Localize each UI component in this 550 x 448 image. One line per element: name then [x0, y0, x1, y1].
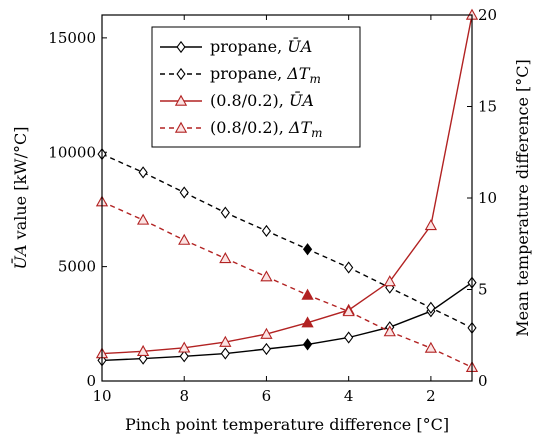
legend-marker — [174, 121, 188, 133]
data-point — [136, 344, 150, 356]
series-4 — [95, 195, 479, 372]
plot-frame — [101, 14, 473, 382]
data-point — [138, 166, 148, 179]
data-point — [344, 331, 354, 344]
data-point — [220, 206, 230, 219]
y-left-tick-label: 0 — [86, 372, 96, 390]
data-point — [302, 243, 313, 256]
data-point — [424, 341, 438, 353]
legend-marker — [176, 40, 186, 54]
y-axis-right-label: Mean temperature difference [°C] — [513, 59, 532, 337]
data-point — [383, 275, 396, 287]
y-axis-left-label-rest: value [kW/°C] — [11, 127, 30, 245]
data-point — [344, 261, 354, 274]
data-point — [220, 347, 230, 360]
legend-label-prefix: propane, — [210, 37, 287, 56]
data-point — [138, 352, 148, 365]
legend-label-symbol: ŪA — [289, 90, 314, 110]
data-point — [261, 342, 272, 356]
x-tick-label: 8 — [179, 387, 189, 405]
y-right-tick-label: 5 — [478, 281, 488, 299]
legend-entry: (0.8/0.2), ΔTm — [160, 118, 323, 140]
legend-entry: (0.8/0.2), ŪA — [160, 90, 314, 110]
y-left-tick-label: 5000 — [58, 258, 96, 276]
data-point — [342, 305, 355, 317]
y-right-tick-label: 0 — [478, 372, 488, 390]
legend-marker — [176, 67, 186, 81]
data-point — [179, 350, 189, 363]
data-point — [301, 288, 314, 300]
legend-label-prefix: (0.8/0.2), — [210, 91, 289, 110]
series-line — [101, 153, 473, 329]
legend-label: propane, ΔTm — [210, 64, 321, 86]
data-point — [261, 224, 272, 238]
legend-marker — [174, 94, 188, 106]
series-line — [101, 14, 473, 355]
legend-label-symbol: ŪA — [287, 36, 312, 56]
legend-entry: propane, ΔTm — [160, 64, 321, 86]
legend-label: (0.8/0.2), ŪA — [210, 90, 314, 110]
data-point — [178, 341, 191, 353]
series-line — [101, 282, 473, 362]
data-point — [219, 335, 232, 347]
series-1 — [97, 276, 477, 367]
legend-label-subscript: m — [311, 126, 322, 140]
legend-label-prefix: (0.8/0.2), — [210, 118, 289, 137]
series-group — [95, 8, 479, 372]
data-point — [260, 327, 273, 339]
x-tick-label: 4 — [344, 387, 354, 405]
data-point — [219, 252, 232, 264]
x-tick-label: 10 — [92, 387, 111, 405]
x-axis-label: Pinch point temperature difference [°C] — [125, 415, 449, 434]
data-point — [136, 213, 150, 225]
y-right-tick-label: 10 — [478, 189, 497, 207]
x-tick-label: 6 — [262, 387, 272, 405]
data-point — [179, 186, 189, 199]
legend-label-symbol: ΔT — [288, 118, 313, 137]
legend-label-subscript: m — [309, 72, 320, 86]
data-point — [426, 301, 436, 314]
legend-label-symbol: ΔT — [286, 64, 311, 83]
y-axis-left-label: ŪA value [kW/°C] — [10, 127, 30, 270]
legend-label: propane, ŪA — [210, 36, 312, 56]
series-line — [101, 201, 473, 368]
data-point — [260, 270, 273, 282]
y-left-tick-label: 10000 — [48, 143, 96, 161]
y-right-tick-label: 15 — [478, 98, 497, 116]
legend-label: (0.8/0.2), ΔTm — [210, 118, 323, 140]
data-point — [302, 338, 313, 351]
y-right-tick-label: 20 — [478, 6, 497, 24]
data-point — [178, 233, 191, 245]
legend-entry: propane, ŪA — [160, 36, 312, 56]
y-axis-left-label-symbol: ŪA — [10, 244, 30, 269]
x-tick-label: 2 — [426, 387, 436, 405]
data-point — [383, 325, 396, 337]
data-point — [424, 219, 438, 231]
legend-label-prefix: propane, — [210, 64, 287, 83]
data-point — [301, 316, 314, 328]
y-left-tick-label: 15000 — [48, 29, 96, 47]
